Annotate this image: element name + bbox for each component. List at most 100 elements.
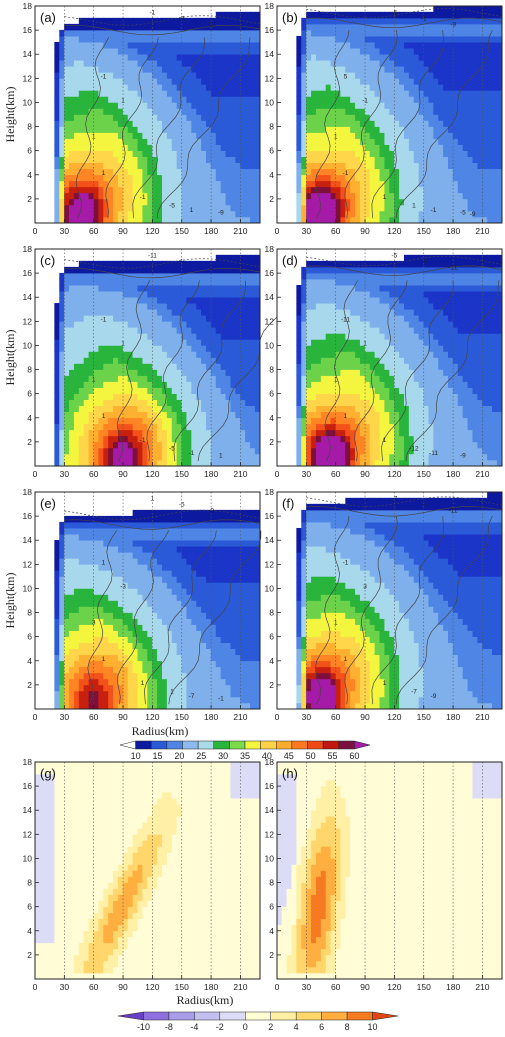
- field-cell: [171, 35, 178, 43]
- field-cell: [181, 84, 187, 91]
- field-cell: [161, 144, 168, 151]
- field-cell: [496, 198, 503, 206]
- field-cell: [113, 405, 119, 413]
- field-cell: [452, 453, 459, 461]
- field-cell: [142, 417, 148, 425]
- field-cell: [132, 399, 139, 407]
- contour-label: -5: [169, 202, 175, 209]
- field-cell: [152, 210, 158, 218]
- field-cell: [359, 138, 366, 145]
- field-cell: [374, 399, 381, 407]
- field-cell: [93, 411, 99, 419]
- field-cell: [205, 102, 212, 109]
- field-cell: [93, 435, 99, 443]
- field-cell: [311, 84, 317, 91]
- field-cell: [176, 260, 183, 268]
- field-cell: [220, 96, 227, 103]
- field-cell: [152, 369, 158, 376]
- field-cell: [181, 309, 187, 316]
- field-cell: [443, 186, 449, 194]
- field-cell: [113, 351, 119, 358]
- field-cell: [438, 453, 444, 461]
- field-cell: [103, 315, 109, 322]
- field-cell: [64, 132, 70, 139]
- field-cell: [59, 363, 65, 370]
- field-cell: [88, 441, 94, 449]
- field-cell: [296, 168, 302, 176]
- field-cell: [438, 435, 444, 443]
- field-cell: [245, 405, 251, 413]
- field-cell: [122, 168, 129, 176]
- field-cell: [467, 459, 473, 467]
- field-cell: [389, 29, 395, 37]
- field-cell: [176, 162, 183, 170]
- field-cell: [73, 290, 80, 298]
- field-cell: [142, 174, 148, 182]
- field-cell: [345, 47, 351, 55]
- field-cell: [122, 333, 129, 340]
- field-cell: [122, 357, 129, 364]
- field-cell: [220, 41, 227, 49]
- field-cell: [103, 333, 109, 340]
- field-cell: [176, 375, 183, 382]
- contour-label: 1: [334, 134, 338, 141]
- field-cell: [254, 254, 261, 262]
- field-cell: [364, 54, 371, 61]
- field-cell: [235, 357, 241, 364]
- field-cell: [54, 447, 60, 455]
- field-cell: [127, 441, 134, 449]
- field-cell: [325, 144, 332, 151]
- field-cell: [235, 198, 241, 206]
- field-cell: [389, 162, 395, 170]
- field-cell: [350, 162, 356, 170]
- field-cell: [301, 35, 307, 43]
- field-cell: [254, 405, 261, 413]
- field-cell: [215, 303, 222, 310]
- field-cell: [235, 447, 241, 455]
- field-cell: [191, 41, 197, 49]
- field-cell: [142, 447, 148, 455]
- field-cell: [413, 168, 420, 176]
- field-cell: [364, 47, 371, 55]
- field-cell: [69, 405, 75, 413]
- field-cell: [350, 60, 356, 67]
- field-cell: [389, 66, 395, 73]
- field-cell: [210, 393, 217, 400]
- field-cell: [433, 78, 439, 85]
- field-cell: [201, 429, 207, 437]
- field-cell: [235, 108, 241, 115]
- field-cell: [83, 132, 90, 139]
- field-cell: [428, 90, 434, 97]
- field-cell: [117, 290, 124, 298]
- field-cell: [413, 72, 420, 79]
- field-cell: [487, 41, 493, 49]
- field-cell: [335, 210, 341, 218]
- field-cell: [355, 204, 361, 212]
- y-tick-label: 6: [27, 146, 32, 156]
- field-cell: [54, 102, 60, 109]
- field-cell: [161, 333, 168, 340]
- field-cell: [181, 363, 187, 370]
- field-cell: [240, 168, 246, 176]
- field-cell: [196, 369, 202, 376]
- field-cell: [88, 17, 94, 25]
- field-cell: [443, 41, 449, 49]
- field-cell: [88, 453, 94, 461]
- field-cell: [64, 156, 70, 164]
- field-cell: [83, 423, 90, 431]
- field-cell: [240, 297, 246, 304]
- field-cell: [142, 333, 148, 340]
- field-cell: [230, 363, 236, 370]
- field-cell: [345, 429, 351, 437]
- field-cell: [467, 429, 473, 437]
- plot-frame: [34, 5, 261, 224]
- field-cell: [492, 23, 498, 31]
- field-cell: [220, 54, 227, 61]
- field-cell: [250, 66, 256, 73]
- field-cell: [245, 60, 251, 67]
- field-cell: [403, 411, 410, 419]
- field-cell: [73, 150, 80, 157]
- field-cell: [78, 198, 85, 206]
- field-cell: [384, 405, 390, 413]
- field-cell: [230, 54, 236, 61]
